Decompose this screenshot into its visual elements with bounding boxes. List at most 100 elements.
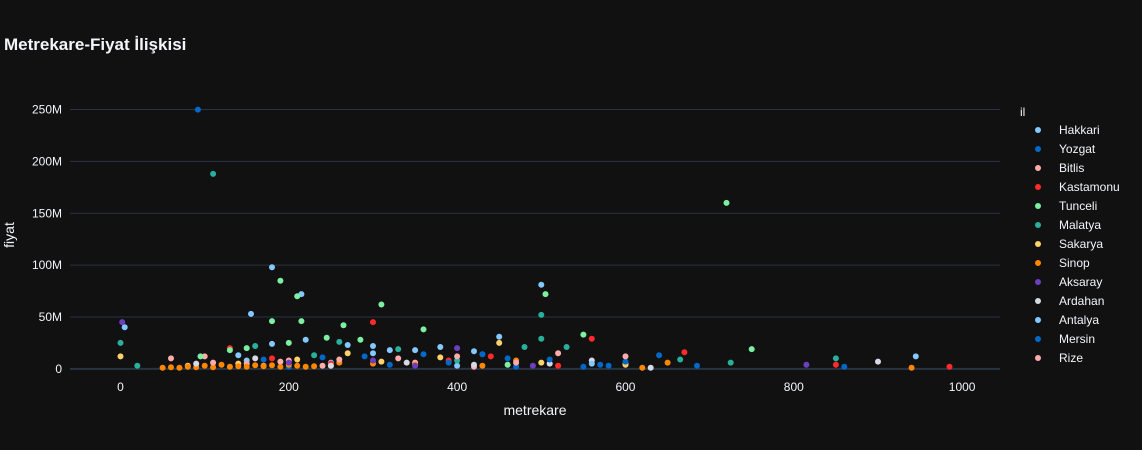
data-point[interactable] xyxy=(298,318,305,325)
data-point[interactable] xyxy=(538,335,545,342)
legend-item[interactable]: Aksaray xyxy=(1035,275,1102,289)
legend-item[interactable]: Antalya xyxy=(1035,313,1099,327)
data-point[interactable] xyxy=(269,362,275,369)
data-point[interactable] xyxy=(588,335,595,342)
legend-item[interactable]: Sakarya xyxy=(1035,237,1103,251)
data-point[interactable] xyxy=(302,363,309,370)
data-point[interactable] xyxy=(117,353,124,360)
data-point[interactable] xyxy=(542,291,549,298)
legend-item[interactable]: Sinop xyxy=(1035,256,1090,270)
data-point[interactable] xyxy=(201,353,208,360)
data-point[interactable] xyxy=(226,347,233,354)
data-point[interactable] xyxy=(471,361,477,368)
data-point[interactable] xyxy=(176,364,183,371)
data-point[interactable] xyxy=(311,363,318,370)
legend-item[interactable]: Yozgat xyxy=(1035,142,1096,156)
data-point[interactable] xyxy=(437,354,444,361)
data-point[interactable] xyxy=(555,350,562,357)
data-point[interactable] xyxy=(134,362,141,369)
data-point[interactable] xyxy=(454,353,461,360)
data-point[interactable] xyxy=(605,362,612,369)
data-point[interactable] xyxy=(252,362,259,369)
data-point[interactable] xyxy=(323,334,330,341)
data-point[interactable] xyxy=(378,358,385,365)
data-point[interactable] xyxy=(639,364,646,371)
legend-item[interactable]: Kastamonu xyxy=(1035,180,1120,194)
data-point[interactable] xyxy=(269,355,275,362)
data-point[interactable] xyxy=(437,344,444,350)
data-point[interactable] xyxy=(555,362,562,369)
legend-item[interactable]: Mersin xyxy=(1035,332,1095,346)
data-point[interactable] xyxy=(294,356,301,363)
data-point[interactable] xyxy=(580,331,587,338)
data-point[interactable] xyxy=(294,293,301,300)
data-point[interactable] xyxy=(420,326,427,333)
data-point[interactable] xyxy=(622,353,629,360)
data-point[interactable] xyxy=(694,362,700,369)
data-point[interactable] xyxy=(386,361,393,368)
data-point[interactable] xyxy=(479,362,486,369)
data-point[interactable] xyxy=(252,355,259,362)
data-point[interactable] xyxy=(504,355,511,362)
data-point[interactable] xyxy=(294,362,301,369)
data-point[interactable] xyxy=(454,357,461,364)
data-point[interactable] xyxy=(243,363,250,370)
data-point[interactable] xyxy=(395,346,402,353)
data-point[interactable] xyxy=(269,318,275,325)
data-point[interactable] xyxy=(168,355,174,362)
data-point[interactable] xyxy=(546,356,553,363)
legend[interactable]: Hakkari Yozgat Bitlis Kastamonu Tunceli Malat… xyxy=(1035,123,1120,365)
data-point[interactable] xyxy=(194,106,201,113)
data-point[interactable] xyxy=(479,351,486,358)
data-point[interactable] xyxy=(538,281,545,288)
data-point[interactable] xyxy=(420,351,427,358)
data-point[interactable] xyxy=(361,353,368,360)
data-point[interactable] xyxy=(168,364,174,371)
data-point[interactable] xyxy=(235,363,242,370)
data-point[interactable] xyxy=(119,319,126,326)
data-point[interactable] xyxy=(210,359,217,366)
data-point[interactable] xyxy=(496,339,503,346)
data-point[interactable] xyxy=(197,353,204,360)
data-point[interactable] xyxy=(748,346,755,353)
data-point[interactable] xyxy=(370,319,376,326)
data-point[interactable] xyxy=(340,322,347,329)
data-points[interactable] xyxy=(117,106,953,371)
data-point[interactable] xyxy=(201,362,208,369)
data-point[interactable] xyxy=(538,359,545,366)
data-point[interactable] xyxy=(248,310,254,317)
data-point[interactable] xyxy=(656,352,663,359)
data-point[interactable] xyxy=(454,345,461,352)
data-point[interactable] xyxy=(513,359,520,366)
data-point[interactable] xyxy=(832,355,839,362)
data-point[interactable] xyxy=(832,361,839,368)
data-point[interactable] xyxy=(521,344,528,350)
data-point[interactable] xyxy=(370,343,376,349)
data-point[interactable] xyxy=(210,170,217,177)
data-point[interactable] xyxy=(487,353,494,360)
data-point[interactable] xyxy=(260,356,267,363)
data-point[interactable] xyxy=(357,336,364,343)
data-point[interactable] xyxy=(218,361,225,368)
data-point[interactable] xyxy=(841,363,848,370)
data-point[interactable] xyxy=(504,361,511,368)
data-point[interactable] xyxy=(319,362,326,369)
data-point[interactable] xyxy=(723,199,730,206)
data-point[interactable] xyxy=(302,336,309,343)
data-point[interactable] xyxy=(588,360,595,367)
data-point[interactable] xyxy=(875,358,881,365)
data-point[interactable] xyxy=(403,359,410,366)
legend-item[interactable]: Hakkari xyxy=(1035,123,1100,137)
data-point[interactable] xyxy=(327,362,334,369)
data-point[interactable] xyxy=(912,353,919,360)
data-point[interactable] xyxy=(803,361,810,368)
data-point[interactable] xyxy=(277,358,284,365)
data-point[interactable] xyxy=(664,359,671,366)
data-point[interactable] xyxy=(529,362,536,369)
legend-item[interactable]: Rize xyxy=(1035,351,1083,365)
legend-item[interactable]: Tunceli xyxy=(1035,199,1097,213)
data-point[interactable] xyxy=(378,301,385,308)
data-point[interactable] xyxy=(269,264,275,271)
data-point[interactable] xyxy=(117,339,124,346)
data-point[interactable] xyxy=(622,358,629,365)
